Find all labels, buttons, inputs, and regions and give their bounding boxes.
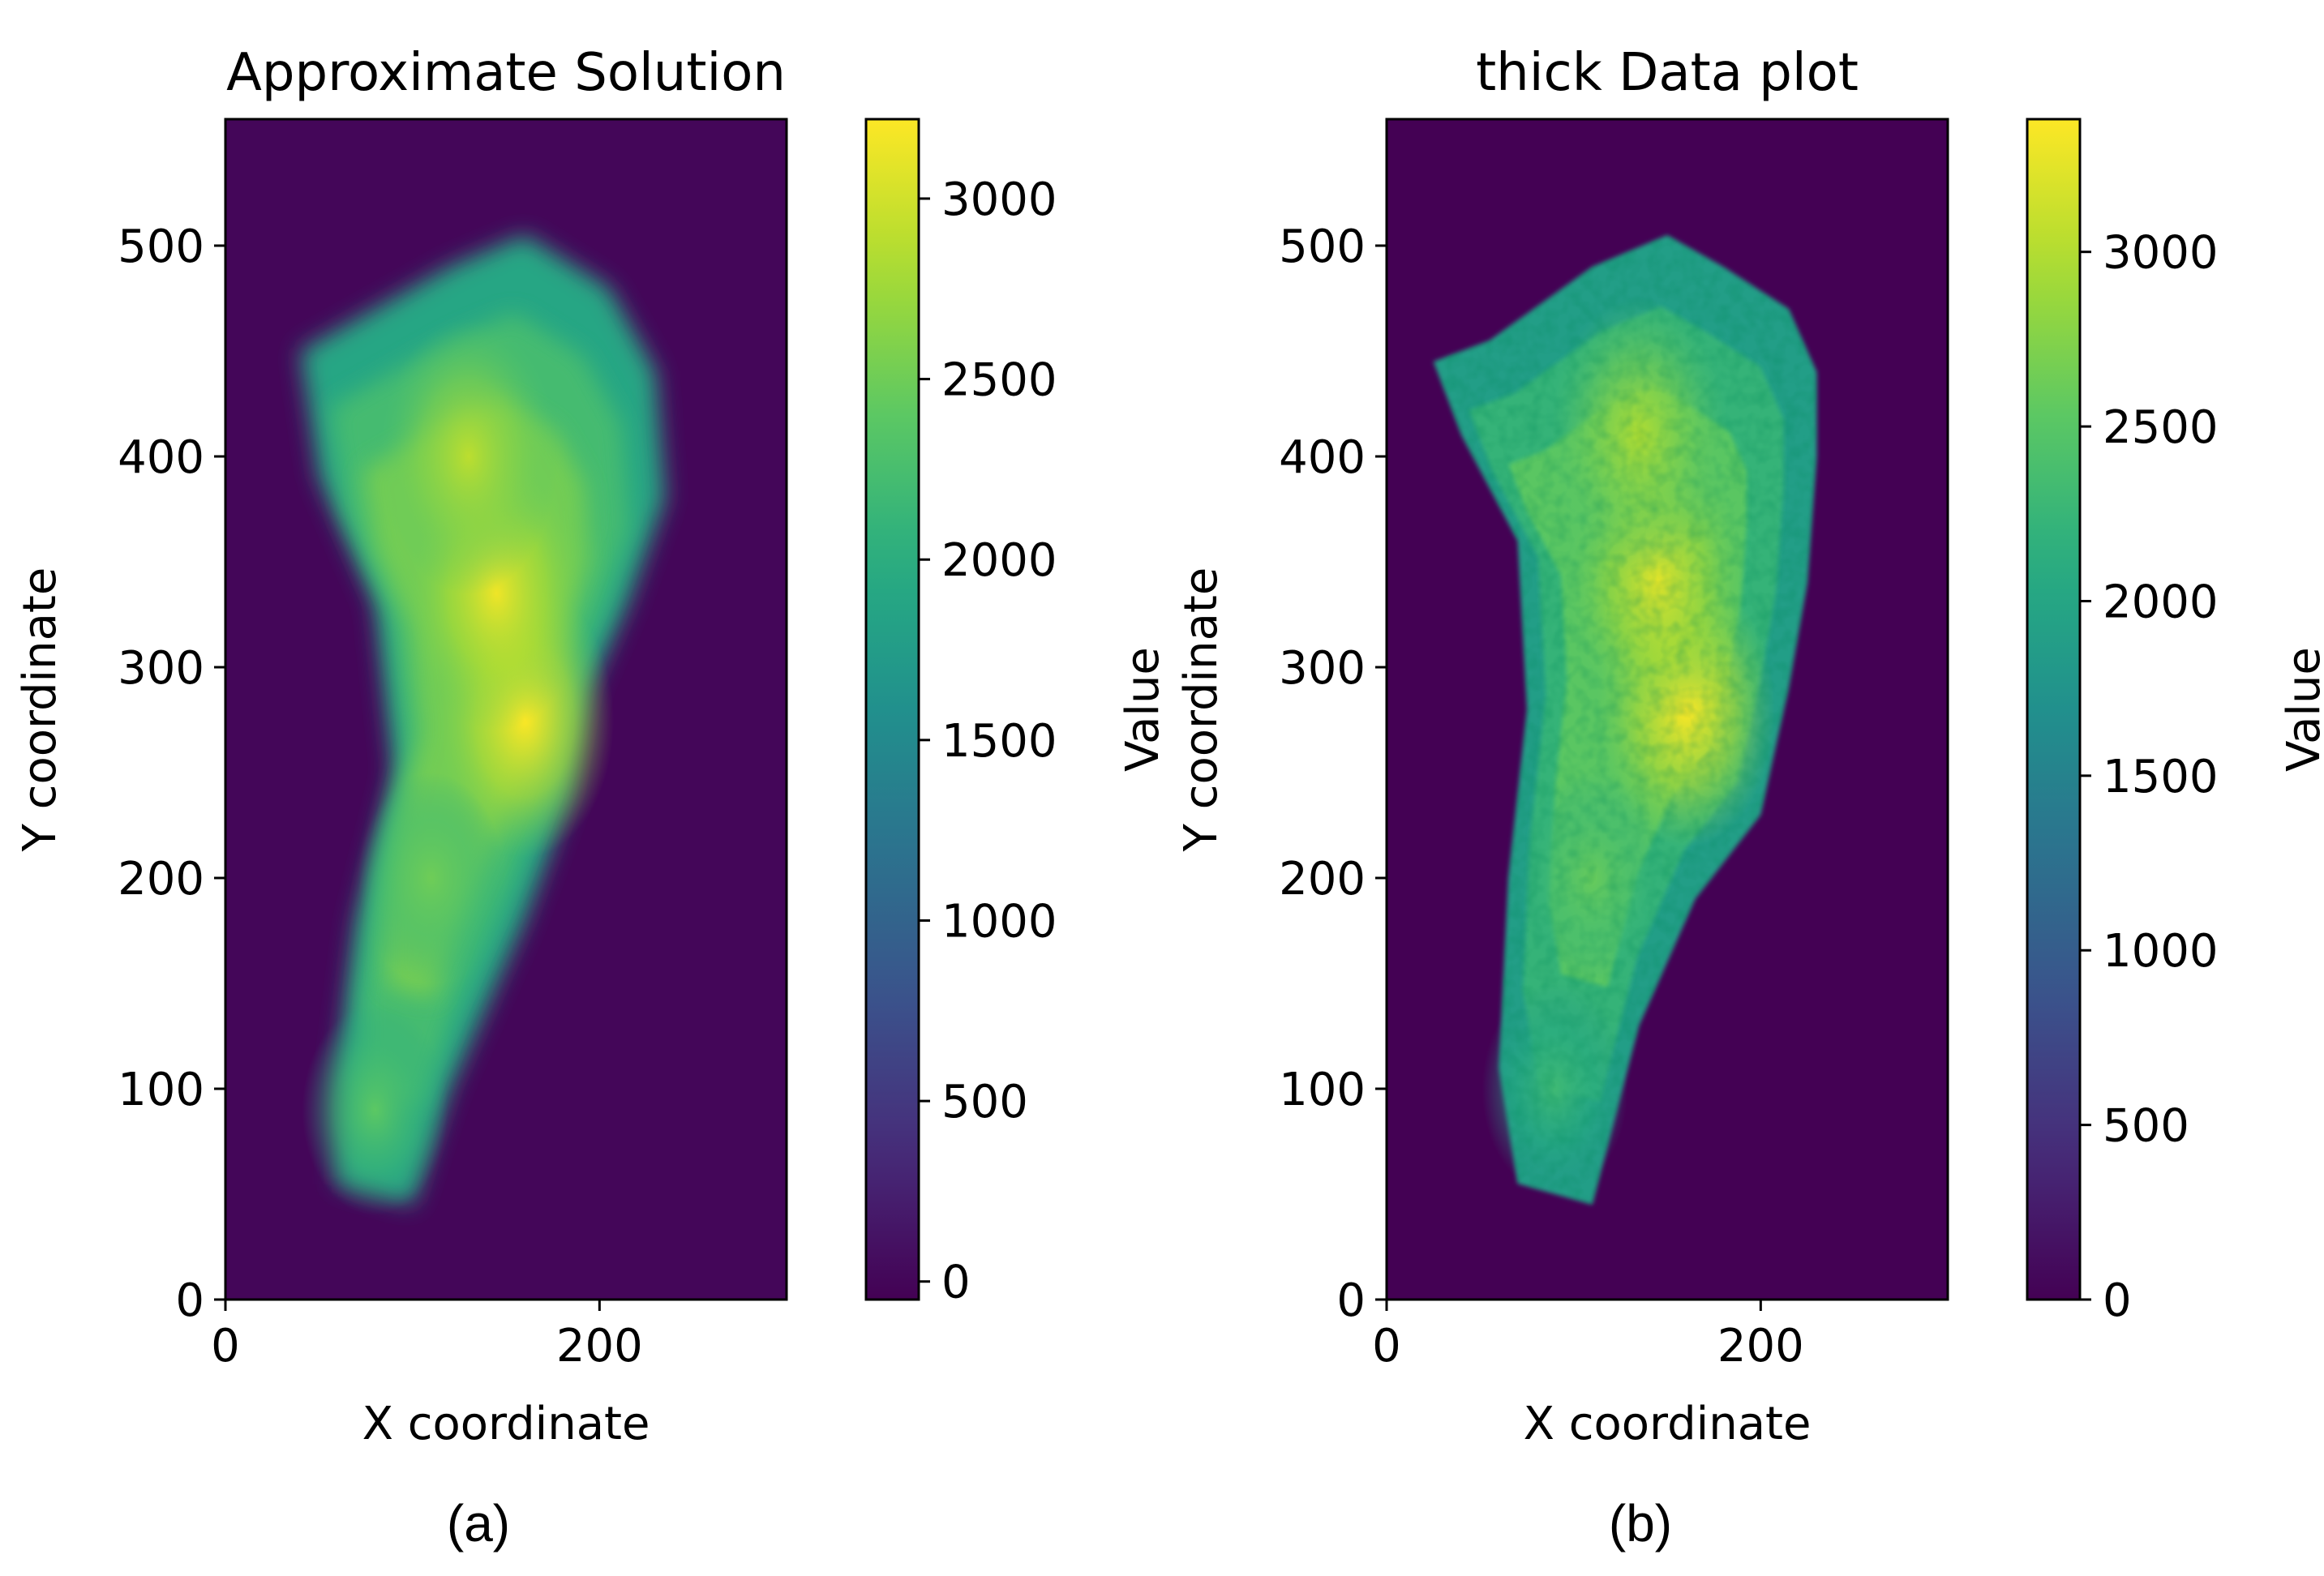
x-axis-label: X coordinate — [1524, 1398, 1812, 1450]
value-peak — [358, 773, 504, 983]
colorbar-tick-label: 2500 — [941, 354, 1057, 407]
x-tick-label: 200 — [556, 1320, 643, 1373]
colorbar-tick-label: 0 — [941, 1257, 971, 1309]
heatmap-field — [300, 235, 666, 1215]
y-tick-label: 0 — [1336, 1274, 1366, 1327]
colorbar — [2026, 118, 2082, 1301]
panel-label-a: (a) — [446, 1494, 511, 1552]
y-tick-label: 300 — [1279, 642, 1366, 695]
chart-title: thick Data plot — [1476, 43, 1859, 103]
y-tick-label: 200 — [118, 853, 204, 906]
value-peak — [302, 1004, 448, 1215]
colorbar-tick-label: 1000 — [941, 895, 1057, 948]
y-tick-label: 100 — [1279, 1064, 1366, 1116]
y-tick-label: 500 — [1279, 221, 1366, 273]
y-tick-label: 200 — [1279, 853, 1366, 906]
colorbar-tick-label: 500 — [2103, 1100, 2189, 1153]
colorbar-tick-label: 1000 — [2103, 925, 2219, 978]
colorbar-label: Value — [2278, 647, 2324, 772]
colorbar-tick-label: 1500 — [941, 715, 1057, 768]
x-tick-label: 0 — [211, 1320, 240, 1373]
colorbar-tick-label: 3000 — [2103, 227, 2219, 280]
plot-frame — [1385, 118, 1949, 1301]
colorbar-tick-label: 1500 — [2103, 751, 2219, 803]
chart-title: Approximate Solution — [226, 43, 786, 103]
colorbar — [864, 118, 920, 1301]
plot-frame — [224, 118, 788, 1301]
y-axis-label: Y coordinate — [14, 567, 66, 853]
colorbar-label: Value — [1117, 647, 1169, 772]
colorbar-tick-label: 2000 — [941, 534, 1057, 587]
value-peak — [379, 319, 558, 594]
y-tick-label: 400 — [118, 431, 204, 484]
y-tick-label: 300 — [118, 642, 204, 695]
colorbar-tick-label: 2000 — [2103, 576, 2219, 628]
colorbar-tick-label: 0 — [2103, 1274, 2132, 1327]
y-tick-label: 500 — [118, 221, 204, 273]
colorbar-tick-label: 2500 — [2103, 401, 2219, 454]
x-tick-label: 0 — [1372, 1320, 1401, 1373]
x-axis-label: X coordinate — [362, 1398, 650, 1450]
y-tick-label: 0 — [175, 1274, 204, 1327]
panel-label-b: (b) — [1608, 1494, 1673, 1552]
colorbar-tick-label: 3000 — [941, 173, 1057, 226]
y-tick-label: 100 — [118, 1064, 204, 1116]
y-axis-label: Y coordinate — [1175, 567, 1228, 853]
y-tick-label: 400 — [1279, 431, 1366, 484]
colorbar-tick-label: 500 — [941, 1076, 1028, 1128]
x-tick-label: 200 — [1717, 1320, 1804, 1373]
